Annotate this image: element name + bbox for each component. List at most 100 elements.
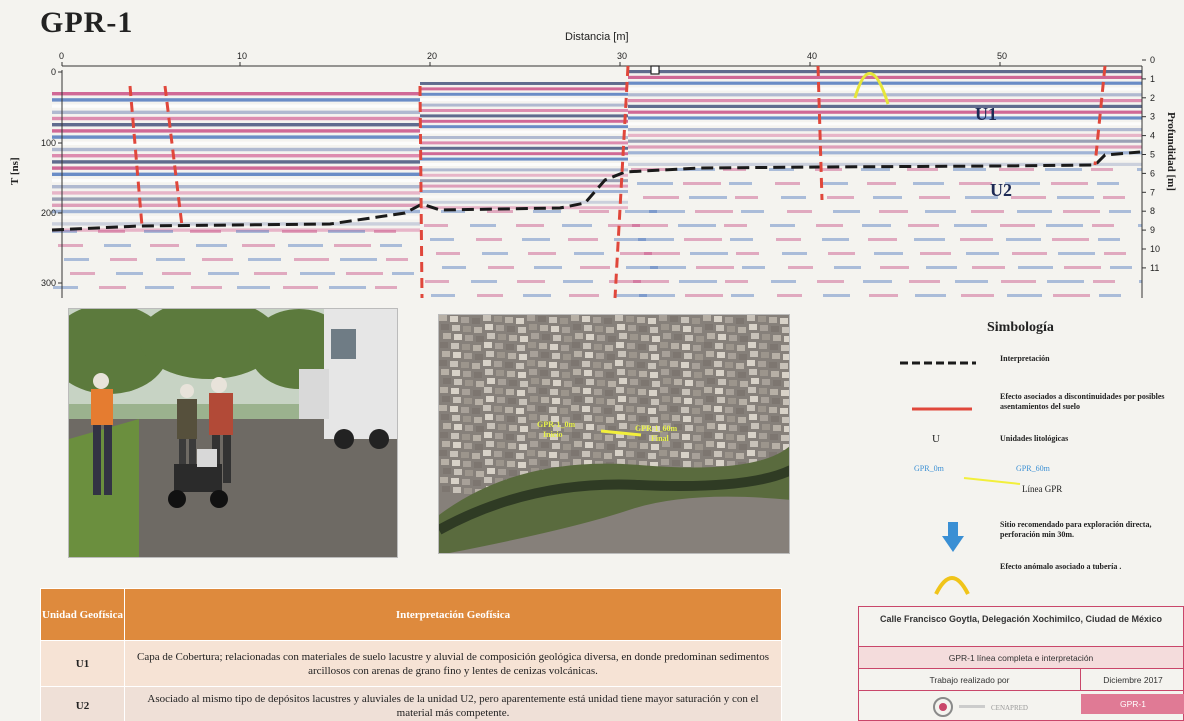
map-roof (749, 459, 757, 465)
map-roof (782, 372, 789, 378)
map-roof (465, 335, 473, 341)
reflection-band (420, 195, 628, 199)
map-roof (714, 451, 722, 457)
unit-label-u1: U1 (975, 104, 997, 124)
map-roof (572, 342, 580, 348)
map-roof (725, 317, 733, 323)
map-roof (760, 415, 768, 421)
map-roof (727, 461, 735, 467)
map-roof (715, 388, 723, 394)
map-roof (649, 390, 657, 396)
reflection-band (420, 98, 628, 102)
x-axis-ticks: 0 10 20 30 40 50 (59, 51, 1007, 66)
reflection-speckle (731, 294, 754, 297)
reflection-speckle (1110, 266, 1132, 269)
legend: Simbología Interpretación Efecto asociad… (892, 314, 1182, 604)
map-roof (638, 434, 646, 440)
y-right-tick-label: 2 (1150, 93, 1155, 103)
reflection-speckle (431, 294, 455, 297)
map-roof (465, 380, 473, 386)
reflection-speckle (1093, 280, 1115, 283)
map-roof (738, 327, 746, 333)
map-roof (593, 362, 601, 368)
reflection-speckle (695, 210, 733, 213)
info-date: Diciembre 2017 (1103, 675, 1163, 685)
map-roof (484, 387, 492, 393)
map-roof (716, 415, 724, 421)
map-roof (604, 318, 612, 324)
map-roof (529, 324, 537, 330)
reflection-speckle (626, 266, 658, 269)
map-roof (461, 362, 469, 368)
map-roof (761, 397, 769, 403)
map-roof (541, 442, 549, 448)
map-roof (440, 342, 448, 348)
map-roof (751, 423, 759, 429)
map-roof (506, 434, 514, 440)
map-roof (696, 336, 704, 342)
map-roof (648, 318, 656, 324)
map-roof (473, 390, 481, 396)
map-roof (663, 333, 671, 339)
map-roof (671, 343, 679, 349)
reflection-speckle (828, 252, 855, 255)
map-roof (652, 426, 660, 432)
reflection-speckle (614, 238, 646, 241)
pipe-arc-icon (934, 576, 970, 595)
reflection-band (628, 122, 1142, 126)
map-roof (517, 345, 525, 351)
map-roof (639, 371, 647, 377)
person-1 (91, 373, 113, 495)
map-roof (684, 353, 692, 359)
map-roof (596, 398, 604, 404)
map-roof (781, 390, 789, 396)
map-roof (759, 343, 767, 349)
map-roof (747, 360, 755, 366)
reflection-speckle (827, 196, 854, 199)
y-left-axis-title: T [ns] (9, 157, 21, 185)
reflection-speckle (679, 280, 717, 283)
reflection-band (52, 166, 420, 170)
map-roof (729, 380, 737, 386)
map-roof (748, 432, 756, 438)
map-roof (714, 316, 722, 322)
reflection-speckle (632, 224, 668, 227)
reflection-band (420, 114, 628, 118)
map-roof (582, 406, 590, 412)
reflection-speckle (908, 224, 939, 227)
map-roof (583, 388, 591, 394)
map-roof (572, 432, 580, 438)
reflection-speckle (1103, 196, 1125, 199)
reflection-band (420, 130, 628, 134)
map-roof (672, 325, 680, 331)
map-roof (584, 370, 592, 376)
map-roof (442, 486, 450, 492)
reflection-speckle (1098, 238, 1120, 241)
map-roof (562, 462, 570, 468)
map-roof (718, 334, 726, 340)
reflection-speckle (1018, 266, 1053, 269)
reflection-speckle (1012, 252, 1047, 255)
reflection-band (628, 87, 1142, 91)
logo-text: CENAPRED (991, 704, 1028, 712)
map-roof (552, 443, 560, 449)
map-roof (464, 443, 472, 449)
reflection-speckle (823, 294, 850, 297)
map-roof (773, 335, 781, 341)
map-roof (670, 361, 678, 367)
map-roof (759, 433, 767, 439)
reflection-speckle (1137, 168, 1142, 171)
reflection-speckle (441, 210, 465, 213)
map-roof (616, 342, 624, 348)
map-roof (531, 468, 539, 474)
map-roof (773, 425, 781, 431)
map-roof (563, 399, 571, 405)
map-roof (509, 335, 517, 341)
map-roof (674, 424, 682, 430)
map-roof (495, 343, 503, 349)
reflection-speckle (788, 266, 813, 269)
map-roof (509, 470, 517, 476)
reflection-speckle (1051, 182, 1088, 185)
y-right-tick-label: 1 (1150, 74, 1155, 84)
map-roof (639, 326, 647, 332)
